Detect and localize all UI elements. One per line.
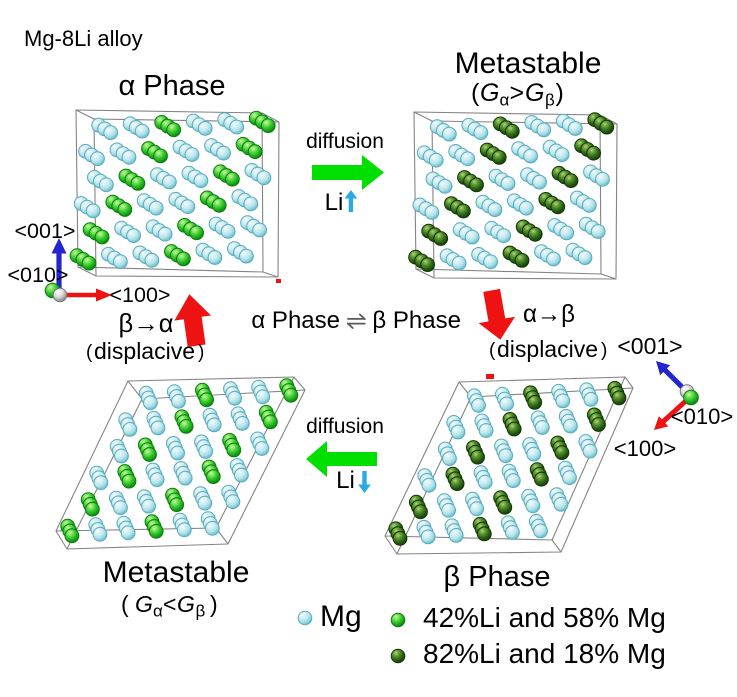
svg-text:): ): [601, 340, 607, 361]
svg-text:G: G: [135, 591, 153, 617]
svg-text:<: <: [163, 591, 176, 617]
svg-text:): ): [198, 342, 204, 363]
svg-text:α Phase: α Phase: [251, 307, 340, 334]
svg-text:α→β: α→β: [523, 300, 575, 328]
svg-text:β→α: β→α: [119, 308, 174, 338]
svg-text:Mg-8Li alloy: Mg-8Li alloy: [24, 26, 143, 51]
svg-text:82%Li and 18% Mg: 82%Li and 18% Mg: [423, 638, 666, 669]
svg-text:<100>: <100>: [110, 283, 171, 307]
svg-text:<100>: <100>: [614, 436, 676, 461]
svg-text:α Phase: α Phase: [118, 70, 225, 102]
svg-text:(: (: [489, 340, 496, 361]
svg-text:G: G: [177, 591, 195, 617]
svg-text:β: β: [196, 602, 206, 621]
svg-text:β Phase: β Phase: [372, 307, 461, 334]
svg-text:α: α: [153, 602, 163, 621]
svg-text:<001>: <001>: [15, 219, 76, 243]
svg-text:Metastable: Metastable: [103, 556, 250, 589]
svg-text:G: G: [480, 79, 499, 107]
svg-text:<010>: <010>: [8, 263, 69, 287]
svg-text:Li: Li: [336, 467, 355, 494]
svg-text:diffusion: diffusion: [306, 415, 384, 438]
svg-text:G: G: [525, 79, 544, 107]
svg-text:Metastable: Metastable: [455, 47, 602, 80]
svg-text:β: β: [545, 91, 555, 110]
svg-text:(: (: [471, 79, 480, 107]
svg-text:displacive: displacive: [94, 338, 195, 364]
svg-text:): ): [556, 79, 564, 107]
svg-text:displacive: displacive: [497, 336, 598, 362]
svg-text:α: α: [500, 91, 510, 110]
svg-text:(: (: [121, 591, 129, 617]
svg-text:): ): [210, 591, 218, 617]
svg-text:diffusion: diffusion: [306, 130, 384, 153]
svg-text:Mg: Mg: [320, 600, 362, 633]
svg-text:β Phase: β Phase: [444, 561, 551, 593]
svg-text:<010>: <010>: [671, 404, 733, 429]
svg-text:>: >: [510, 79, 525, 107]
svg-text:Li: Li: [325, 189, 344, 216]
svg-text:(: (: [86, 342, 93, 363]
svg-text:42%Li and 58% Mg: 42%Li and 58% Mg: [423, 602, 666, 633]
svg-text:<001>: <001>: [617, 333, 682, 359]
